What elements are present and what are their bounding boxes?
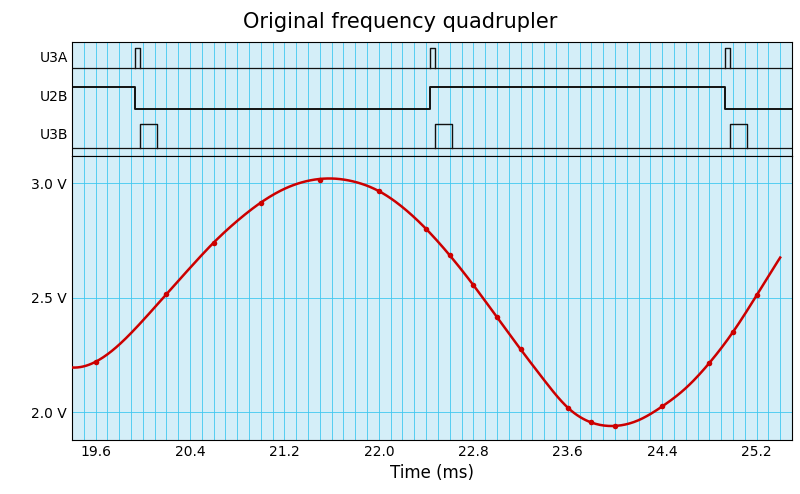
X-axis label: Time (ms): Time (ms)	[390, 464, 474, 482]
Text: U2B: U2B	[40, 89, 69, 104]
Text: U3B: U3B	[40, 128, 69, 142]
Text: Original frequency quadrupler: Original frequency quadrupler	[243, 12, 557, 32]
Text: U3A: U3A	[40, 51, 69, 66]
